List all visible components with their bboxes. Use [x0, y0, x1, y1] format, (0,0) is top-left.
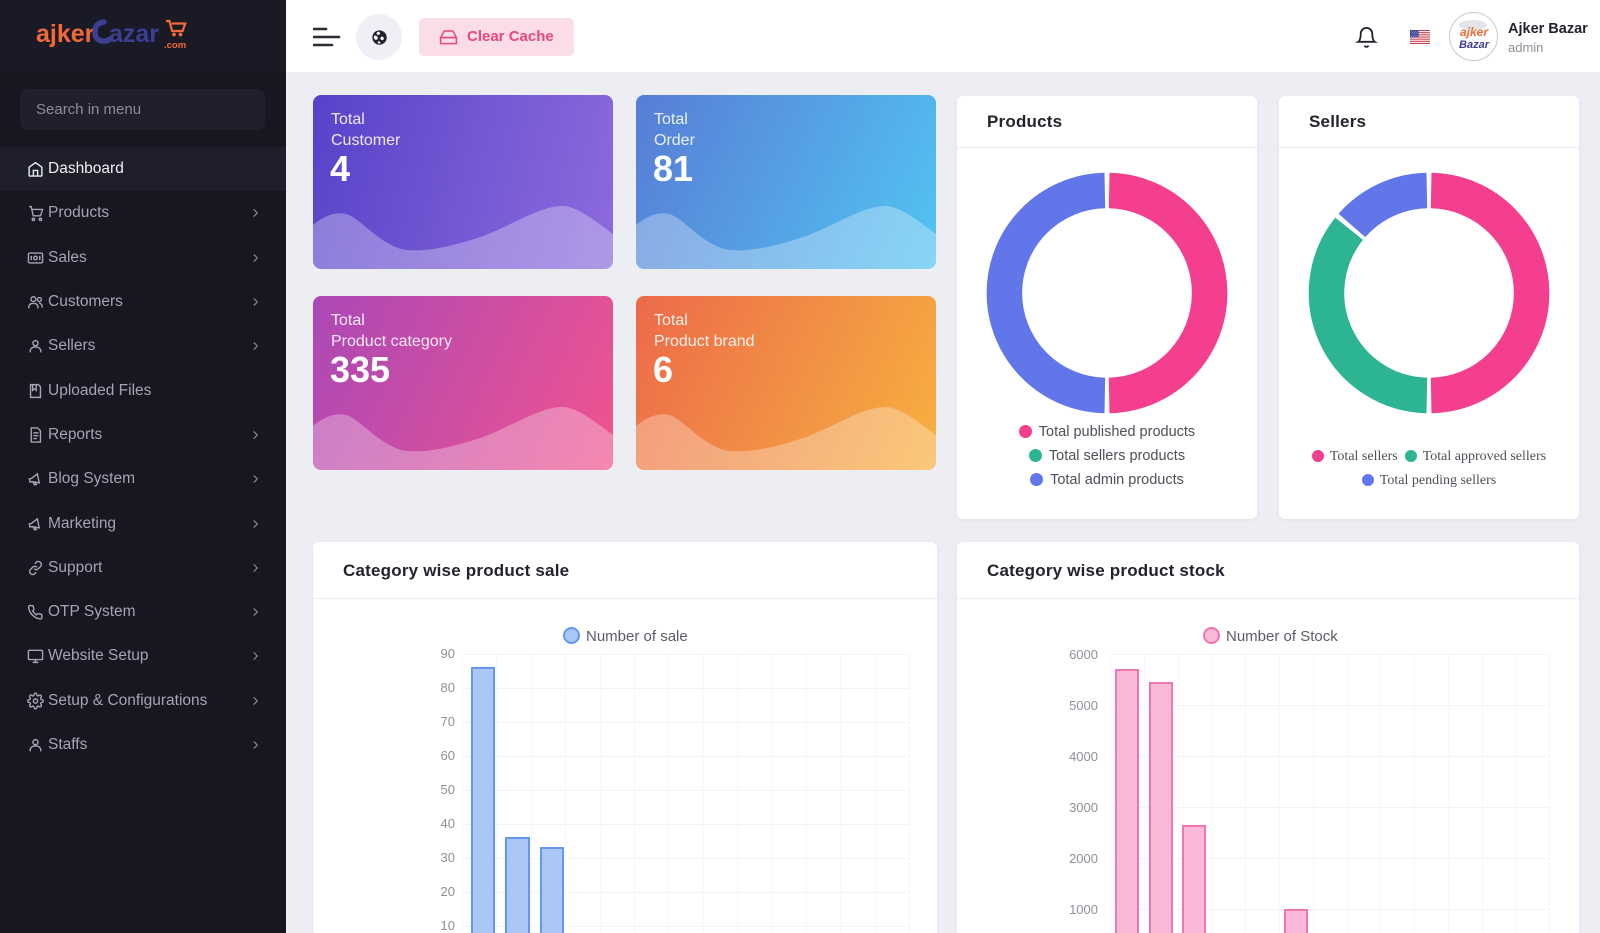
svg-text:azar: azar	[109, 20, 159, 48]
svg-text:.com: .com	[164, 40, 186, 51]
svg-text:ajker: ajker	[36, 20, 95, 48]
svg-text:ajker: ajker	[1460, 25, 1489, 39]
svg-text:Bazar: Bazar	[1459, 39, 1490, 51]
